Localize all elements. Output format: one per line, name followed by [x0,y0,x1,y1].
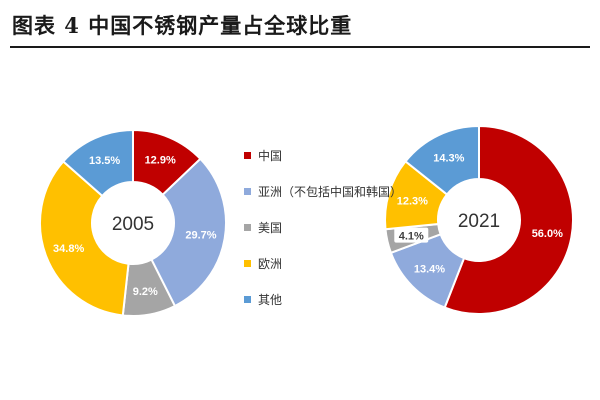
title-divider [10,46,590,48]
slice-label-2005-usa: 9.2% [133,286,158,298]
figure-header: 图表 4 中国不锈钢产量占全球比重 [0,0,600,50]
slice-2005-other [61,128,134,198]
slice-label-2021-asia: 13.4% [414,264,445,276]
slice-label-2005-europe: 34.8% [53,243,84,255]
slice-label-2021-other: 14.3% [433,152,464,164]
slice-label-2005-other: 13.5% [89,155,120,167]
legend-swatch-europe [244,260,251,267]
slice-label-2021-china: 56.0% [532,228,563,240]
slice-2021-other [404,124,480,196]
donut-center-label: 2021 [458,211,500,232]
legend-swatch-other [244,296,251,303]
legend-label-other: 其他 [258,293,282,307]
donut-2021: 56.0% 13.4% 4.1% 12.3% 14.3% 2021 [384,124,574,315]
legend-label-usa: 美国 [258,221,282,235]
slice-label-2021-usa: 4.1% [399,231,424,243]
legend-label-europe: 欧洲 [258,257,282,271]
legend-swatch-asia [244,188,251,195]
legend-label-china: 中国 [258,148,282,163]
donut-2005: 12.9% 29.7% 9.2% 34.8% 13.5% 2005 [39,128,227,317]
legend-swatch-china [244,152,251,159]
slice-2021-china [443,124,574,315]
figure-title: 图表 4 中国不锈钢产量占全球比重 [12,13,353,38]
slice-2005-europe [39,160,130,317]
slice-label-bg [394,227,429,243]
slice-label-2005-china: 12.9% [145,155,176,167]
legend-label-asia: 亚洲（不包括中国和韩国） [258,184,402,199]
slice-2005-asia [150,157,227,308]
donut-center-label: 2005 [112,214,154,235]
slice-label-2021-europe: 12.3% [397,195,428,207]
legend-swatch-usa [244,224,251,231]
slice-label-2005-asia: 29.7% [185,230,216,242]
donut-charts: 12.9% 29.7% 9.2% 34.8% 13.5% 2005 56.0% 13.4% 4.… [39,124,574,317]
